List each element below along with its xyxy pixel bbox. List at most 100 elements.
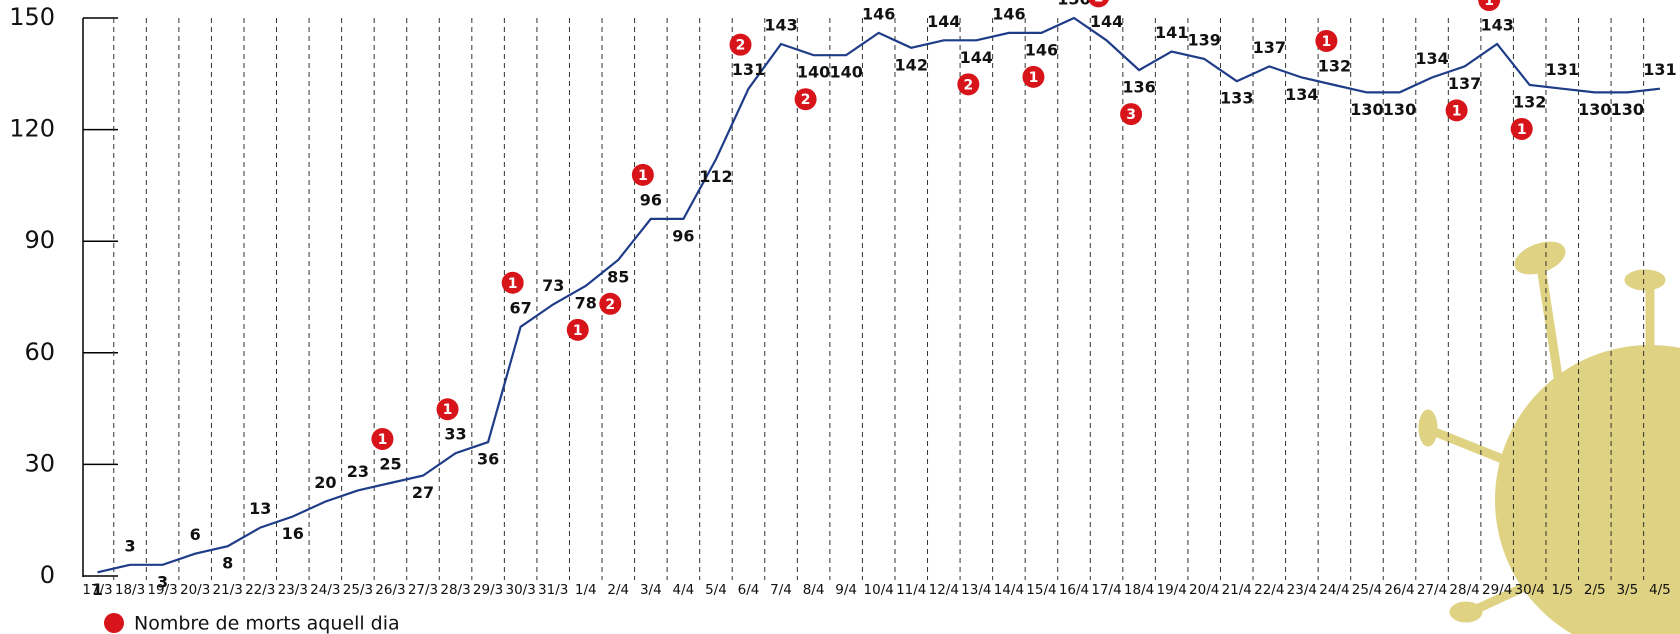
legend-label: Nombre de morts aquell dia xyxy=(134,613,400,634)
value-label: 144 xyxy=(927,12,960,31)
value-label: 130 xyxy=(1578,100,1611,119)
y-tick-label: 150 xyxy=(9,3,55,31)
x-tick-label: 24/4 xyxy=(1319,582,1349,598)
x-tick-label: 18/3 xyxy=(115,582,145,598)
x-tick-label: 30/4 xyxy=(1515,582,1545,598)
value-label: 139 xyxy=(1187,30,1220,49)
death-label: 1 xyxy=(1029,70,1039,86)
value-label: 144 xyxy=(1090,12,1123,31)
value-label: 73 xyxy=(542,276,564,295)
legend-marker xyxy=(104,613,124,633)
death-label: 1 xyxy=(1484,0,1494,9)
x-tick-label: 22/4 xyxy=(1254,582,1284,598)
x-tick-label: 28/4 xyxy=(1449,582,1479,598)
death-label: 3 xyxy=(1126,107,1136,123)
x-tick-label: 11/4 xyxy=(896,582,926,598)
death-label: 1 xyxy=(1452,103,1462,119)
value-label: 130 xyxy=(1383,100,1416,119)
death-label: 2 xyxy=(736,38,746,54)
value-label: 1 xyxy=(92,580,103,599)
x-tick-label: 22/3 xyxy=(245,582,275,598)
y-tick-label: 90 xyxy=(24,226,55,254)
x-tick-label: 25/4 xyxy=(1352,582,1382,598)
value-label: 96 xyxy=(640,190,662,209)
value-label: 78 xyxy=(575,293,597,312)
x-tick-label: 30/3 xyxy=(505,582,535,598)
x-tick-label: 24/3 xyxy=(310,582,340,598)
value-label: 146 xyxy=(862,4,895,23)
value-label: 3 xyxy=(124,536,135,555)
value-label: 133 xyxy=(1220,89,1253,108)
value-label: 144 xyxy=(960,48,993,67)
death-label: 1 xyxy=(1322,34,1332,50)
x-tick-label: 21/3 xyxy=(213,582,243,598)
value-label: 20 xyxy=(314,473,336,492)
death-label: 1 xyxy=(378,432,388,448)
value-label: 132 xyxy=(1513,92,1546,111)
x-tick-label: 1/4 xyxy=(575,582,597,598)
value-label: 137 xyxy=(1253,38,1286,57)
death-label: 2 xyxy=(801,92,811,108)
death-label: 1 xyxy=(508,276,518,292)
x-tick-label: 20/4 xyxy=(1189,582,1219,598)
value-label: 3 xyxy=(157,572,168,591)
x-tick-label: 7/4 xyxy=(770,582,792,598)
x-tick-label: 27/3 xyxy=(408,582,438,598)
value-label: 33 xyxy=(444,425,466,444)
value-label: 142 xyxy=(895,55,928,74)
value-label: 150 xyxy=(1057,0,1090,9)
x-tick-label: 27/4 xyxy=(1417,582,1447,598)
value-label: 136 xyxy=(1122,78,1155,97)
value-label: 16 xyxy=(282,524,304,543)
value-label: 146 xyxy=(992,4,1025,23)
death-label: 1 xyxy=(443,402,453,418)
x-tick-label: 26/4 xyxy=(1384,582,1414,598)
x-tick-label: 1/5 xyxy=(1551,582,1573,598)
death-label: 1 xyxy=(1517,122,1527,138)
value-label: 141 xyxy=(1155,23,1188,42)
x-tick-label: 2/4 xyxy=(607,582,629,598)
x-tick-label: 3/5 xyxy=(1616,582,1638,598)
x-tick-label: 13/4 xyxy=(961,582,991,598)
value-label: 143 xyxy=(1480,16,1513,35)
death-label: 1 xyxy=(573,323,583,339)
x-tick-label: 16/4 xyxy=(1059,582,1089,598)
x-tick-label: 23/4 xyxy=(1287,582,1317,598)
value-label: 140 xyxy=(797,63,830,82)
value-label: 134 xyxy=(1415,49,1448,68)
value-label: 6 xyxy=(190,525,201,544)
x-tick-label: 18/4 xyxy=(1124,582,1154,598)
chart: 030609012015017/318/319/320/321/322/323/… xyxy=(0,0,1680,634)
value-label: 27 xyxy=(412,483,434,502)
x-tick-label: 3/4 xyxy=(640,582,662,598)
value-label: 131 xyxy=(1643,60,1676,79)
x-tick-label: 23/3 xyxy=(278,582,308,598)
virus-decoration xyxy=(1419,236,1680,634)
value-label: 143 xyxy=(764,16,797,35)
value-label: 25 xyxy=(379,455,401,474)
death-label: 2 xyxy=(963,77,973,93)
y-tick-label: 120 xyxy=(9,115,55,143)
value-label: 130 xyxy=(1350,100,1383,119)
x-tick-label: 31/3 xyxy=(538,582,568,598)
x-tick-label: 14/4 xyxy=(994,582,1024,598)
death-label: 1 xyxy=(1094,0,1104,5)
x-tick-label: 8/4 xyxy=(803,582,825,598)
value-label: 23 xyxy=(347,462,369,481)
x-tick-label: 26/3 xyxy=(375,582,405,598)
value-label: 140 xyxy=(829,63,862,82)
x-tick-label: 4/5 xyxy=(1649,582,1671,598)
x-tick-label: 9/4 xyxy=(835,582,857,598)
value-label: 67 xyxy=(510,298,532,317)
value-label: 134 xyxy=(1285,85,1318,104)
y-tick-label: 30 xyxy=(24,449,55,477)
x-tick-label: 10/4 xyxy=(864,582,894,598)
value-label: 130 xyxy=(1611,100,1644,119)
x-tick-label: 29/4 xyxy=(1482,582,1512,598)
y-tick-label: 60 xyxy=(24,338,55,366)
death-label: 1 xyxy=(638,168,648,184)
value-label: 131 xyxy=(1546,60,1579,79)
x-tick-label: 15/4 xyxy=(1026,582,1056,598)
value-label: 85 xyxy=(607,267,629,286)
